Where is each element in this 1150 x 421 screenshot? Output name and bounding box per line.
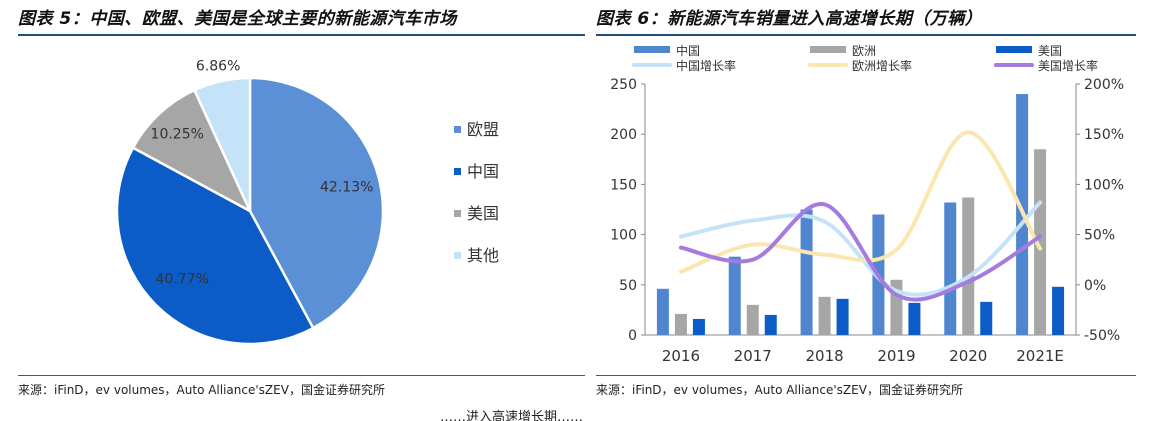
bar-美国 bbox=[908, 302, 921, 335]
bar-欧洲 bbox=[1034, 149, 1047, 335]
source-divider bbox=[596, 375, 1136, 376]
pie-data-label: 6.86% bbox=[196, 58, 240, 74]
y2-tick-label: 0% bbox=[1084, 278, 1106, 294]
bar-美国 bbox=[692, 318, 705, 335]
y2-tick-label: 150% bbox=[1084, 127, 1124, 143]
y-tick-label: 200 bbox=[610, 127, 637, 143]
y2-tick-label: 200% bbox=[1084, 77, 1124, 93]
bar-中国 bbox=[800, 209, 813, 335]
bar-美国 bbox=[764, 314, 777, 335]
legend-label: 中国 bbox=[676, 43, 700, 58]
pie-chart-title: 图表 5：中国、欧盟、美国是全球主要的新能源汽车市场 bbox=[18, 9, 457, 29]
y2-tick-label: 100% bbox=[1084, 177, 1124, 193]
legend-swatch bbox=[454, 126, 461, 133]
combo-chart: 0 50 100 150 200 250 -50% 0% 50% 100% 150% 200% 2016… bbox=[610, 43, 1124, 365]
source-note: 来源：iFinD，ev volumes，Auto Alliance'sZEV，国… bbox=[18, 383, 385, 397]
bar-中国 bbox=[728, 256, 741, 335]
legend-label: 美国增长率 bbox=[1038, 58, 1098, 73]
x-tick-label: 2021E bbox=[1016, 347, 1064, 365]
y2-tick-label: -50% bbox=[1084, 328, 1120, 344]
bar-欧洲 bbox=[746, 304, 759, 335]
legend-swatch bbox=[634, 46, 670, 53]
legend-label: 中国 bbox=[467, 162, 499, 181]
legend-swatch bbox=[810, 46, 846, 53]
legend-label: 欧盟 bbox=[467, 120, 499, 139]
pie-slice-2 bbox=[115, 146, 315, 346]
line-美国增长率 bbox=[678, 202, 1043, 302]
legend-label: 其他 bbox=[467, 246, 499, 265]
title-divider bbox=[596, 34, 1136, 36]
bar-中国 bbox=[656, 288, 669, 335]
bar-欧洲 bbox=[674, 313, 687, 335]
pie-slice-1 bbox=[248, 76, 385, 330]
pie-slice-4 bbox=[192, 76, 252, 212]
legend-label: 美国 bbox=[467, 204, 499, 223]
pie-panel: 图表 5：中国、欧盟、美国是全球主要的新能源汽车市场 42.13% 40.77% 1… bbox=[18, 0, 585, 421]
source-divider bbox=[18, 375, 585, 376]
y-tick-label: 50 bbox=[619, 278, 637, 294]
x-tick-label: 2017 bbox=[734, 347, 772, 365]
bar-欧洲 bbox=[962, 197, 975, 335]
bar-panel: 图表 6：新能源汽车销量进入高速增长期（万辆） 0 50 100 150 200 250 -… bbox=[596, 0, 1136, 421]
legend-swatch bbox=[996, 46, 1032, 53]
y-tick-label: 100 bbox=[610, 228, 637, 244]
legend-swatch bbox=[454, 168, 461, 175]
pie-data-label: 40.77% bbox=[156, 272, 209, 288]
x-tick-label: 2018 bbox=[805, 347, 843, 365]
legend-label: 中国增长率 bbox=[676, 58, 736, 73]
bar-美国 bbox=[1052, 286, 1065, 335]
bar-美国 bbox=[836, 298, 849, 335]
pie-data-label: 10.25% bbox=[151, 126, 204, 142]
bar-美国 bbox=[980, 301, 993, 335]
pie-slice-3 bbox=[131, 88, 253, 214]
y-tick-label: 150 bbox=[610, 177, 637, 193]
legend-label: 欧洲 bbox=[852, 44, 876, 58]
legend-swatch bbox=[454, 252, 461, 259]
y-tick-label: 0 bbox=[628, 328, 637, 344]
footer-text-fragment: ……进入高速增长期…… bbox=[440, 410, 584, 421]
legend-label: 美国 bbox=[1038, 44, 1062, 58]
bar-中国 bbox=[944, 202, 957, 335]
y-tick-label: 250 bbox=[610, 77, 637, 93]
line-欧洲增长率 bbox=[678, 130, 1043, 274]
title-divider bbox=[18, 34, 585, 36]
source-note: 来源：iFinD，ev volumes，Auto Alliance'sZEV，国… bbox=[596, 383, 963, 397]
x-tick-label: 2016 bbox=[662, 347, 700, 365]
bar-欧洲 bbox=[818, 296, 831, 335]
y2-tick-label: 50% bbox=[1084, 228, 1115, 244]
legend-swatch bbox=[454, 210, 461, 217]
legend-label: 欧洲增长率 bbox=[852, 58, 912, 73]
pie-data-label: 42.13% bbox=[320, 180, 373, 196]
x-tick-label: 2019 bbox=[877, 347, 915, 365]
line-中国增长率 bbox=[678, 200, 1043, 297]
bar-chart-title: 图表 6：新能源汽车销量进入高速增长期（万辆） bbox=[596, 9, 983, 29]
x-tick-label: 2020 bbox=[949, 347, 987, 365]
